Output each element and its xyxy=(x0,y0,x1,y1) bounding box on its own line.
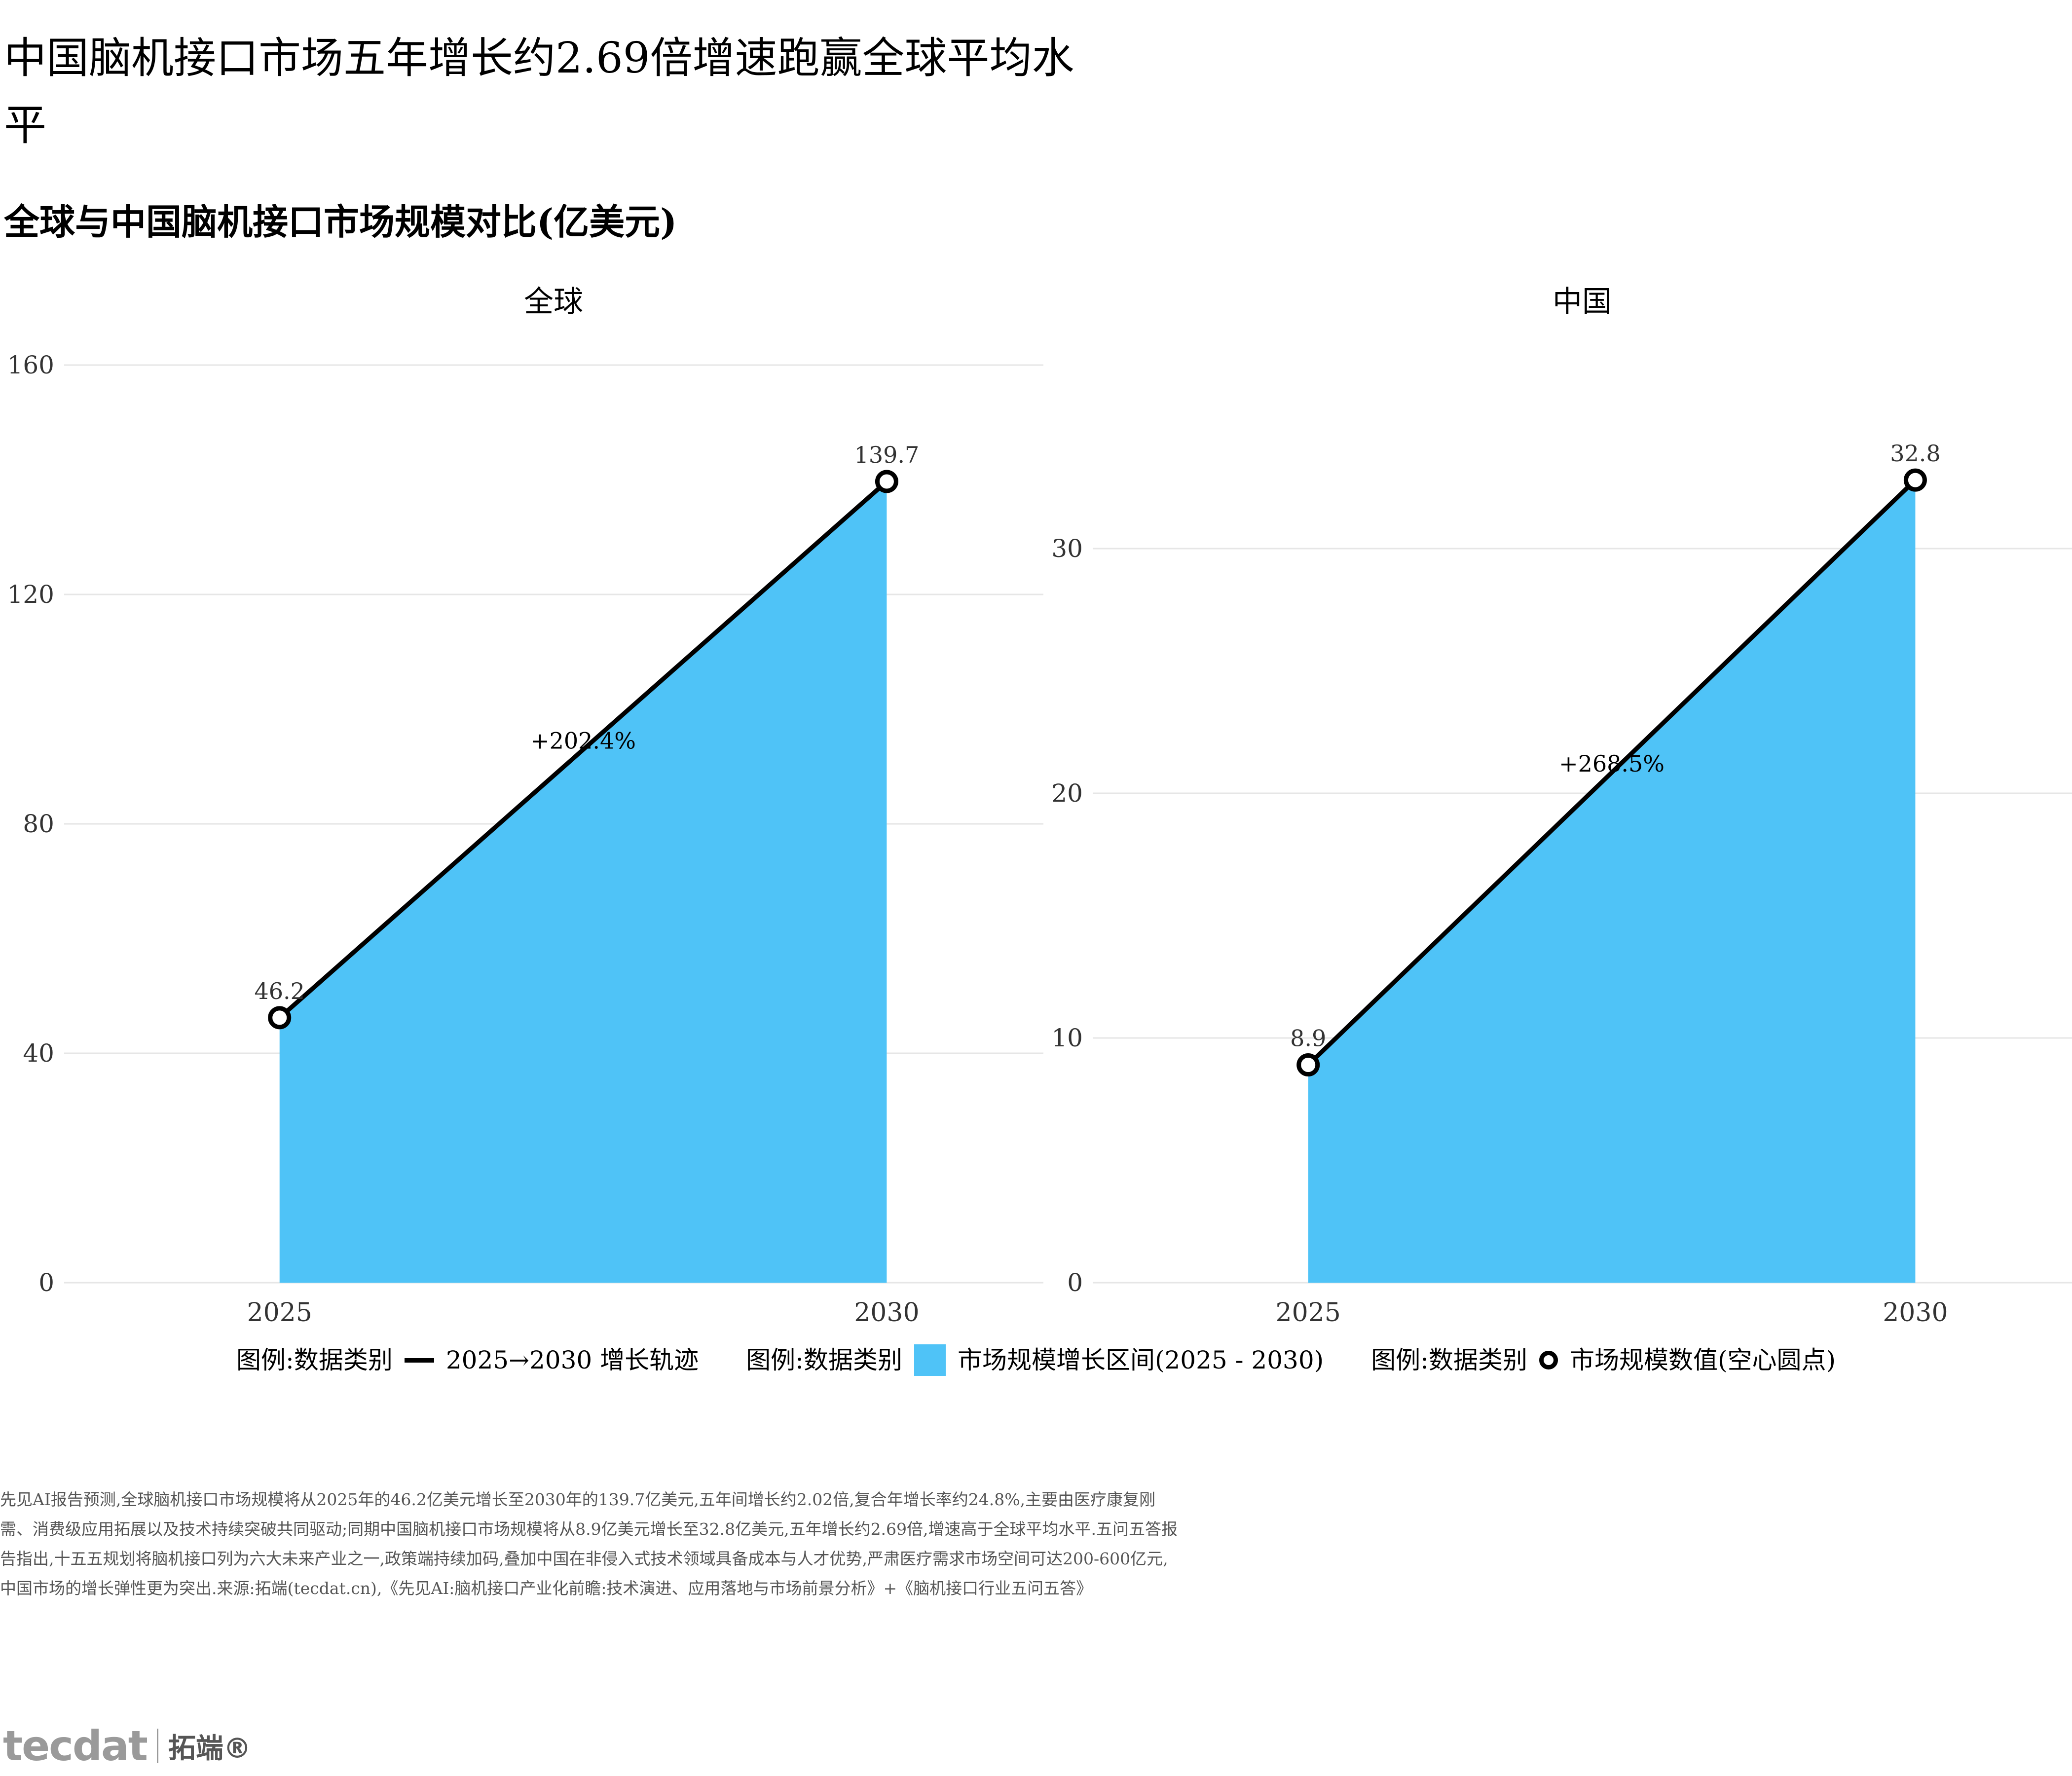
legend-point-key xyxy=(1539,1351,1558,1369)
panel-title: 全球 xyxy=(524,285,583,319)
value-label: 139.7 xyxy=(854,442,920,468)
y-tick-label: 10 xyxy=(1051,1024,1083,1052)
y-tick-label: 40 xyxy=(23,1039,54,1068)
growth-line xyxy=(277,479,889,1020)
growth-line xyxy=(1306,478,1918,1068)
legend-heading: 图例:数据类别 xyxy=(746,1346,902,1374)
legend-label: 2025→2030 增长轨迹 xyxy=(445,1346,699,1374)
growth-label: +202.4% xyxy=(530,727,636,754)
page-title: 中国脑机接口市场五年增长约2.69倍增速跑赢全球平均水平 xyxy=(4,34,1074,150)
y-tick-label: 0 xyxy=(1067,1268,1083,1297)
y-tick-label: 160 xyxy=(7,351,54,379)
legend: 图例:数据类别 2025→2030 增长轨迹 图例:数据类别 市场规模增长区间(… xyxy=(0,1343,2072,1377)
value-label: 8.9 xyxy=(1290,1025,1326,1052)
data-point xyxy=(268,1006,292,1030)
growth-label: +268.5% xyxy=(1559,750,1665,777)
logo-name: 拓端® xyxy=(168,1732,251,1765)
legend-label: 市场规模增长区间(2025 - 2030) xyxy=(957,1346,1324,1374)
logo-divider xyxy=(156,1729,158,1763)
legend-line-key xyxy=(404,1358,434,1363)
legend-heading: 图例:数据类别 xyxy=(1371,1346,1528,1374)
value-label: 32.8 xyxy=(1890,440,1940,467)
legend-group-area: 图例:数据类别 市场规模增长区间(2025 - 2030) xyxy=(746,1343,1324,1377)
value-label: 46.2 xyxy=(254,978,304,1004)
x-tick-label: 2030 xyxy=(1883,1298,1948,1328)
x-tick-label: 2030 xyxy=(854,1298,919,1328)
y-tick-label: 30 xyxy=(1051,534,1083,563)
logo-mark: tecdat xyxy=(3,1722,148,1770)
chart-subtitle: 全球与中国脑机接口市场规模对比(亿美元) xyxy=(4,201,677,243)
x-tick-label: 2025 xyxy=(247,1298,312,1328)
panel-title: 中国 xyxy=(1553,285,1612,319)
y-tick-label: 20 xyxy=(1051,779,1083,808)
data-point xyxy=(875,470,898,493)
data-point xyxy=(1296,1053,1320,1077)
data-point xyxy=(1903,468,1927,492)
legend-heading: 图例:数据类别 xyxy=(236,1346,393,1374)
legend-group-point: 图例:数据类别 市场规模数值(空心圆点) xyxy=(1371,1343,1836,1377)
logo: tecdat 拓端® xyxy=(3,1722,251,1770)
y-tick-label: 0 xyxy=(38,1268,54,1297)
growth-area xyxy=(1308,480,1916,1283)
legend-area-key xyxy=(914,1344,946,1376)
x-tick-label: 2025 xyxy=(1276,1298,1341,1328)
legend-label: 市场规模数值(空心圆点) xyxy=(1570,1346,1836,1374)
legend-group-line: 图例:数据类别 2025→2030 增长轨迹 xyxy=(236,1343,699,1377)
growth-area xyxy=(279,481,887,1283)
y-tick-label: 120 xyxy=(7,580,54,609)
caption-text: 先见AI报告预测,全球脑机接口市场规模将从2025年的46.2亿美元增长至203… xyxy=(0,1490,1178,1598)
y-tick-label: 80 xyxy=(23,810,54,838)
